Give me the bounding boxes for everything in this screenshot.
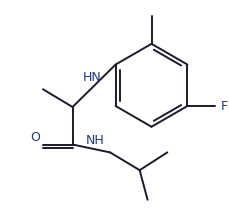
Text: NH: NH: [85, 134, 104, 147]
Text: O: O: [30, 131, 40, 144]
Text: F: F: [219, 100, 226, 113]
Text: HN: HN: [82, 71, 101, 84]
